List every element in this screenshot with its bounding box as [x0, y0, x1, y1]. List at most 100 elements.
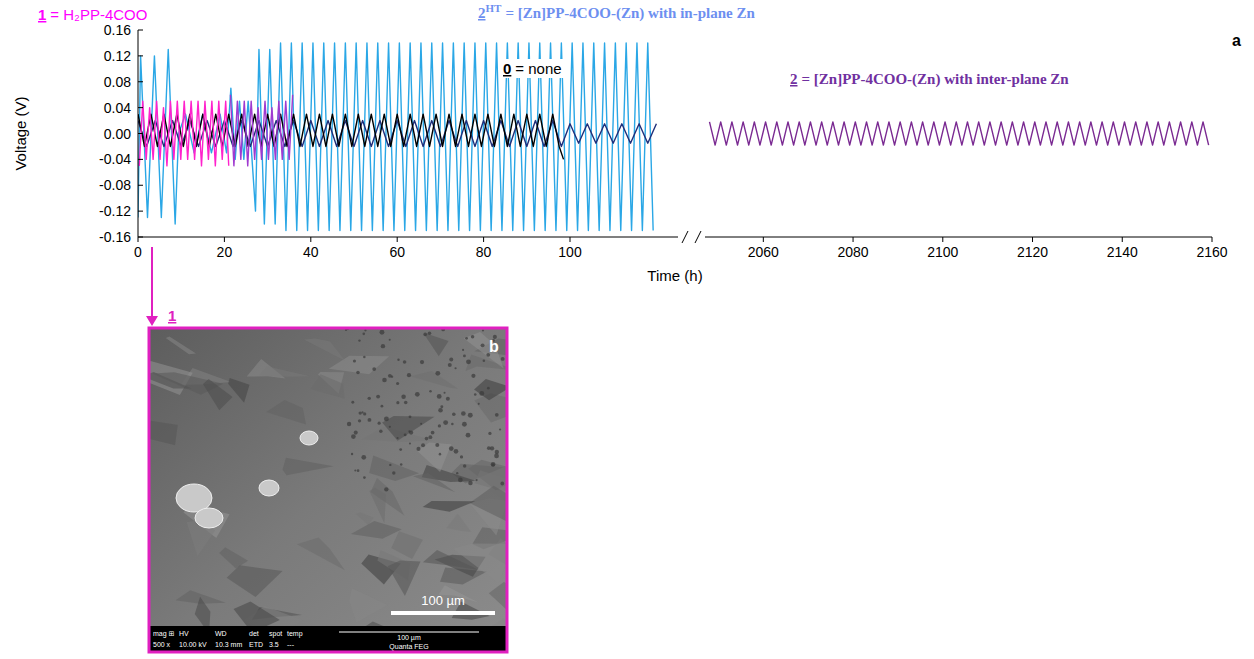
info-value: 500 x — [153, 641, 171, 648]
sem-pore — [435, 371, 440, 376]
sem-texture — [266, 400, 306, 424]
y-tick-label: -0.04 — [99, 151, 131, 167]
sem-pore — [449, 357, 453, 361]
image-label: 1 — [168, 307, 176, 324]
info-scale-line — [339, 632, 479, 633]
info-header: HV — [179, 630, 189, 637]
sem-pore — [420, 360, 424, 364]
info-header: mag ⊞ — [153, 630, 175, 638]
x-tick — [1212, 237, 1213, 242]
x-axis-line — [705, 237, 1212, 238]
sem-texture — [423, 501, 476, 512]
y-tick — [138, 211, 143, 212]
series-line — [709, 122, 1208, 145]
sem-pore — [380, 330, 385, 335]
sem-pore — [379, 430, 382, 433]
x-tick-label: 20 — [217, 244, 233, 260]
image-panel: 1mag ⊞HVWDdetspottemp500 x10.00 kV10.3 m… — [133, 247, 541, 659]
info-value: 3.5 — [269, 641, 279, 648]
arrow-head — [146, 316, 158, 326]
sem-pore — [429, 390, 431, 392]
annotation-body: = none — [515, 60, 561, 77]
x-tick-label: 2060 — [748, 244, 779, 260]
sem-pore — [347, 422, 351, 426]
break-mark — [682, 231, 688, 243]
plot-panel: 020406080100-0.16-0.12-0.08-0.040.000.04… — [12, 22, 703, 284]
x-tick — [942, 237, 943, 242]
series-group — [138, 43, 656, 231]
sem-pore — [354, 431, 358, 435]
sem-pore — [407, 373, 411, 377]
sem-texture — [310, 374, 344, 399]
sem-texture — [410, 371, 458, 389]
sem-pore — [471, 335, 475, 339]
annotation-sup: HT — [486, 2, 503, 14]
sem-pore — [471, 374, 475, 378]
sem-texture — [417, 443, 451, 472]
sem-pore — [423, 333, 427, 337]
sem-pore — [354, 469, 356, 471]
info-bar-text: 100 µm — [397, 634, 421, 642]
sem-pore — [384, 487, 388, 491]
sem-pore — [449, 446, 454, 451]
sem-pore — [391, 375, 393, 377]
annotation: 2= [Zn]PP-4COO-(Zn) with inter-plane Zn — [790, 71, 1069, 88]
sem-pore — [425, 437, 429, 441]
sem-pore — [403, 360, 407, 364]
sem-pore — [404, 433, 407, 436]
x-tick-label: 2120 — [1017, 244, 1048, 260]
sem-pore — [475, 479, 477, 481]
sem-pore — [396, 401, 399, 404]
sem-pore — [428, 435, 432, 439]
sem-pore — [363, 476, 366, 479]
sem-pore — [420, 423, 422, 425]
sem-pore — [474, 393, 477, 396]
sem-pore — [463, 354, 466, 357]
sem-pore — [500, 482, 504, 486]
x-tick — [1032, 237, 1033, 242]
annotation-label: 2 — [790, 71, 798, 87]
annotation-label: 2 — [478, 5, 486, 21]
sem-pore — [479, 391, 484, 396]
info-value: 10.00 kV — [179, 641, 207, 648]
sem-pore — [381, 405, 384, 408]
sem-pore — [437, 394, 442, 399]
sem-pore — [353, 359, 356, 362]
scale-bar — [391, 611, 495, 615]
sem-pore — [358, 339, 360, 341]
info-header: spot — [269, 630, 282, 638]
sem-pore — [462, 422, 467, 427]
sem-texture — [371, 478, 405, 515]
series-line — [138, 121, 656, 147]
info-bar — [149, 626, 507, 652]
panel-letter: a — [1232, 32, 1241, 49]
sem-pore — [454, 367, 456, 369]
x-tick — [1122, 237, 1123, 242]
sem-pore — [351, 401, 354, 404]
x-axis-title: Time (h) — [647, 267, 702, 284]
sem-pore — [468, 481, 473, 486]
annotation-body: = H₂PP-4COO — [50, 6, 147, 23]
info-header: temp — [287, 630, 303, 638]
panel-letter: b — [489, 338, 499, 355]
sem-texture — [283, 458, 334, 476]
sem-texture — [453, 543, 507, 583]
sem-pore — [440, 405, 443, 408]
sem-pore — [490, 446, 494, 450]
sem-pore — [495, 450, 499, 454]
sem-texture — [227, 565, 283, 597]
sem-pore — [495, 413, 499, 417]
sem-pore — [382, 378, 387, 383]
sem-texture — [369, 455, 419, 481]
sem-pore — [357, 469, 360, 472]
sem-pore — [461, 411, 466, 416]
sem-pore — [392, 471, 395, 474]
info-instrument: Quanta FEG — [389, 643, 428, 651]
annotation-text: 2HT= [Zn]PP-4COO-(Zn) with in-plane Zn — [478, 2, 755, 22]
sem-pore — [381, 344, 385, 348]
plot-panel: 206020802100212021402160 — [705, 122, 1228, 260]
sem-pore — [399, 448, 402, 451]
annotation: 2HT= [Zn]PP-4COO-(Zn) with in-plane Zn — [478, 2, 755, 22]
annotation-body: = [Zn]PP-4COO-(Zn) with inter-plane Zn — [802, 71, 1070, 88]
sem-crystal — [259, 480, 279, 496]
